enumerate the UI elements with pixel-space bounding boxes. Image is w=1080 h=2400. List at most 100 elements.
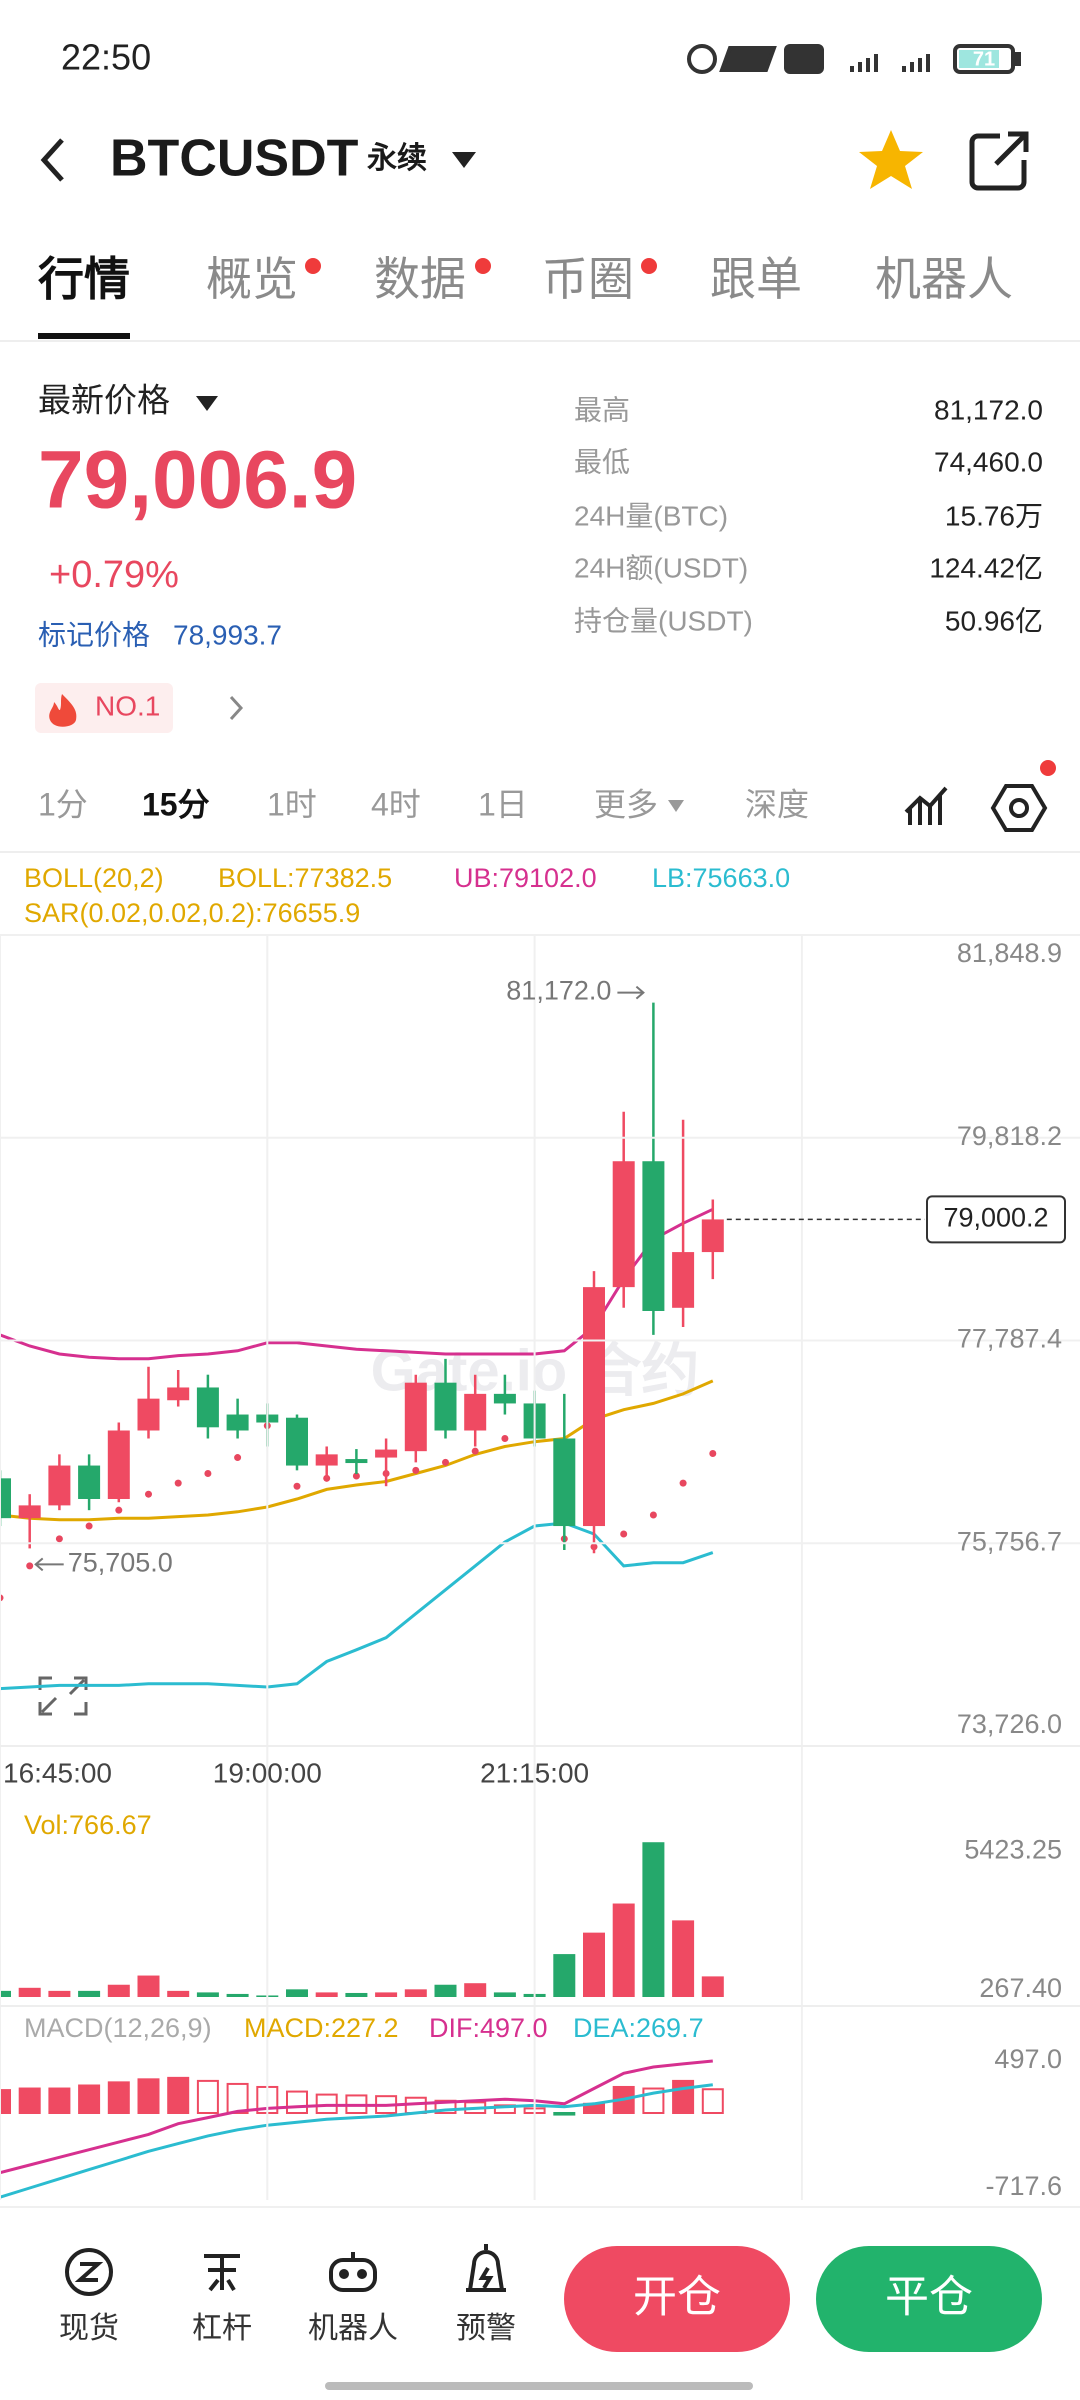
interval[interactable]: 15分 <box>142 786 210 822</box>
expand-icon[interactable] <box>38 1676 88 1716</box>
notification-dot <box>641 258 657 274</box>
price-type[interactable]: 最新价格 <box>38 382 170 419</box>
tab[interactable]: 币圈 <box>542 253 634 305</box>
candle-body <box>196 1387 219 1428</box>
y-tick-label: 73,726.0 <box>957 1709 1062 1739</box>
dropdown-arrow[interactable] <box>452 152 476 168</box>
sar-dot <box>501 1434 509 1442</box>
settings-icon[interactable] <box>990 784 1048 832</box>
macd-title: MACD(12,26,9) <box>24 2013 212 2043</box>
price-change: +0.79% <box>49 554 179 596</box>
candle-body <box>493 1393 516 1404</box>
notification-dot <box>475 258 491 274</box>
macd-tick-label: 497.0 <box>994 2044 1062 2074</box>
nav-label[interactable]: 杠杆 <box>192 2312 252 2345</box>
y-tick-label: 81,848.9 <box>957 938 1062 968</box>
interval[interactable]: 1分 <box>38 786 88 822</box>
interval[interactable]: 4时 <box>371 786 421 822</box>
flame-icon <box>49 694 77 727</box>
contract-type[interactable]: 永续 <box>367 142 427 175</box>
stat-value: 74,460.0 <box>934 446 1043 477</box>
low-marker-arrow <box>34 1557 64 1572</box>
interval[interactable]: 深度 <box>745 786 809 822</box>
y-tick-label: 75,756.7 <box>957 1526 1062 1556</box>
sar-dot <box>471 1447 479 1455</box>
macd-bar <box>78 2084 101 2114</box>
volume-bar <box>226 1993 249 1997</box>
macd-bar <box>286 2090 308 2114</box>
volume-bar <box>553 1954 576 1997</box>
dropdown-arrow[interactable] <box>196 396 218 411</box>
candle-body <box>583 1287 605 1527</box>
macd-legend: DIF:497.0 <box>429 2013 548 2043</box>
macd-legend: MACD:227.2 <box>244 2013 399 2043</box>
tab[interactable]: 数据 <box>374 253 466 305</box>
last-price-box <box>926 1195 1066 1244</box>
macd-bar <box>48 2087 71 2114</box>
stat-value: 50.96亿 <box>945 605 1043 636</box>
indicator-legend: LB:75663.0 <box>652 863 790 893</box>
nav-label[interactable]: 机器人 <box>308 2312 398 2345</box>
interval[interactable]: 1日 <box>478 786 528 822</box>
sar-dot <box>293 1482 301 1490</box>
price-plot: Gate.io 合约 <box>0 1002 724 1691</box>
share-button[interactable] <box>969 131 1029 191</box>
action-label[interactable]: 开仓 <box>633 2273 721 2322</box>
tab[interactable]: 行情 <box>38 253 130 305</box>
symbol[interactable]: BTCUSDT <box>110 130 359 188</box>
tab[interactable]: 跟单 <box>710 253 802 305</box>
sar-dot <box>145 1490 152 1498</box>
nav-label[interactable]: 现货 <box>59 2312 119 2345</box>
volume-bar <box>493 1992 516 1997</box>
mark-price-label: 标记价格 <box>38 619 150 650</box>
macd-bar <box>107 2081 130 2114</box>
dropdown-arrow <box>668 800 684 812</box>
macd-bar <box>553 2111 576 2116</box>
candle-body <box>672 1252 695 1308</box>
volume-bar <box>315 1992 338 1997</box>
volume-bar <box>583 1932 605 1997</box>
volume-tick-label: 267.40 <box>979 1973 1062 2003</box>
status-time: 22:50 <box>61 37 151 78</box>
sar-dot <box>649 1511 657 1519</box>
candle-body <box>107 1430 130 1499</box>
close-button[interactable] <box>816 2246 1042 2352</box>
nav-label[interactable]: 预警 <box>456 2312 516 2345</box>
candle-body <box>226 1414 249 1431</box>
macd-bar <box>167 2076 190 2114</box>
tab[interactable]: 机器人 <box>875 253 1013 305</box>
action-label[interactable]: 平仓 <box>885 2273 973 2322</box>
macd-bar <box>315 2093 338 2114</box>
candle-body <box>48 1465 71 1506</box>
stat-label: 24H额(USDT) <box>574 552 748 583</box>
macd-tick-label: -717.6 <box>985 2171 1062 2201</box>
settings-icon-center <box>1009 798 1029 818</box>
volume-bar <box>375 1992 398 1997</box>
home-indicator <box>325 2382 753 2390</box>
chevron[interactable] <box>229 695 244 721</box>
volume-bar <box>672 1920 695 1997</box>
candle-body <box>612 1161 635 1288</box>
indicator-icon[interactable] <box>904 786 948 825</box>
tab[interactable]: 概览 <box>206 253 298 305</box>
open-button[interactable] <box>564 2246 790 2352</box>
favorite-star[interactable] <box>859 130 923 189</box>
interval[interactable]: 1时 <box>267 786 317 822</box>
back-button[interactable] <box>40 138 64 182</box>
sar-dot <box>115 1506 123 1514</box>
stat-value: 15.76万 <box>945 500 1043 531</box>
candle-body <box>404 1382 427 1452</box>
candle-body <box>167 1387 190 1401</box>
candle-body <box>642 1161 665 1311</box>
tab-underline <box>38 333 130 339</box>
macd-bar <box>226 2082 249 2114</box>
interval[interactable]: 更多 <box>594 786 658 822</box>
volume-bar <box>48 1990 71 1997</box>
sar-dot <box>204 1470 212 1478</box>
y-tick-label: 77,787.4 <box>957 1324 1062 1354</box>
sar-dot <box>352 1472 360 1480</box>
macd-bar <box>701 2088 724 2114</box>
sar-dot <box>55 1535 63 1543</box>
low-marker-label: 75,705.0 <box>68 1548 173 1578</box>
